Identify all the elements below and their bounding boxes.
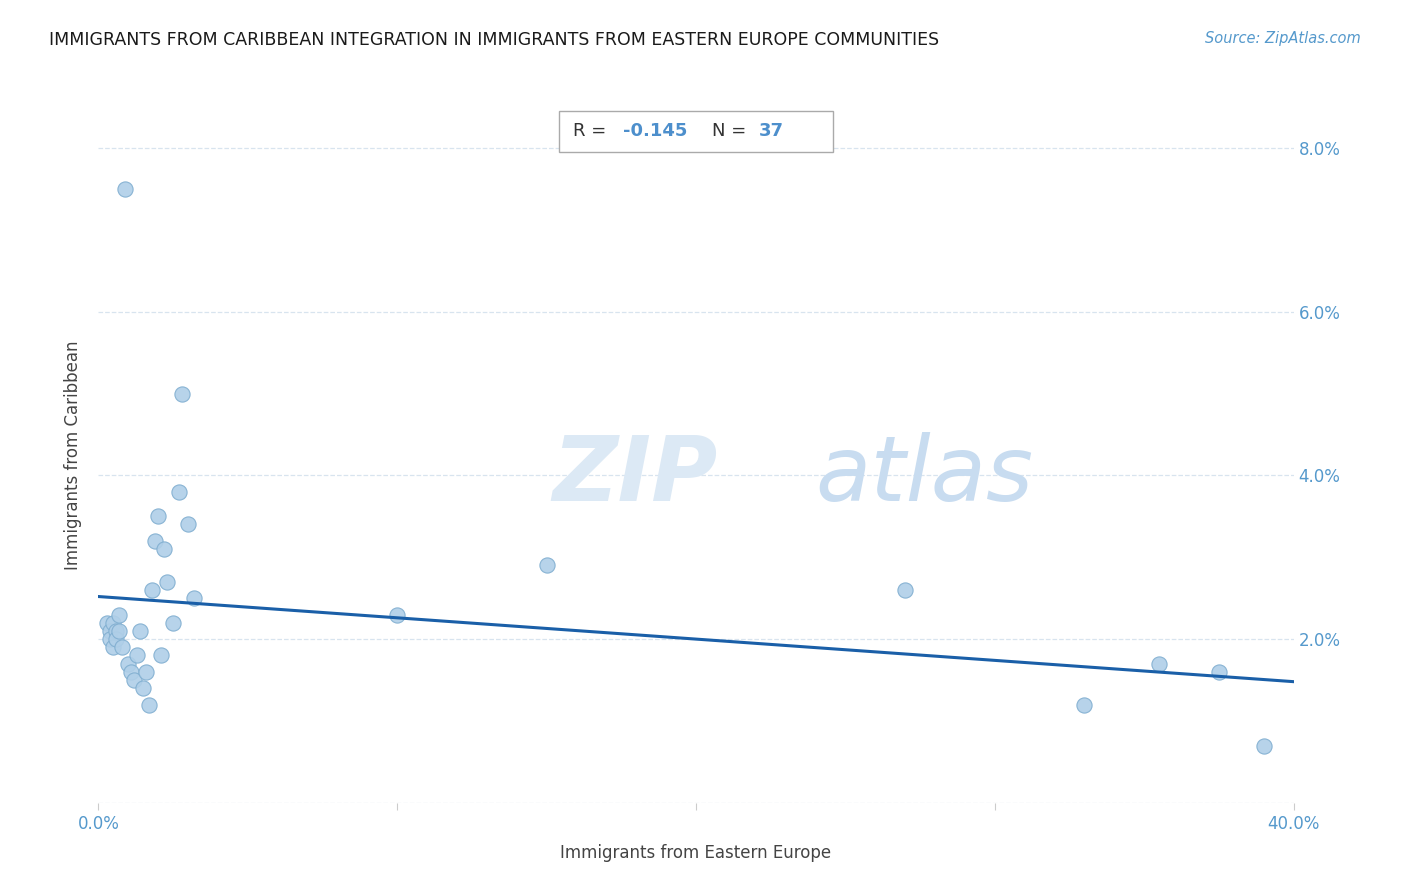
Point (124, 673, 146, 687)
Point (162, 615, 184, 630)
Point (120, 665, 142, 679)
Text: ZIP: ZIP (553, 432, 718, 520)
Point (117, 657, 139, 671)
Text: IMMIGRANTS FROM CARIBBEAN INTEGRATION IN IMMIGRANTS FROM EASTERN EUROPE COMMUNIT: IMMIGRANTS FROM CARIBBEAN INTEGRATION IN… (49, 31, 939, 49)
Point (177, 517, 200, 532)
Text: -0.145: -0.145 (623, 122, 688, 140)
Point (894, 582, 917, 597)
Point (135, 665, 157, 679)
Point (105, 632, 128, 646)
Point (132, 681, 155, 696)
Text: 37: 37 (759, 122, 785, 140)
Point (127, 648, 149, 663)
Point (1253, 739, 1275, 753)
Text: Source: ZipAtlas.com: Source: ZipAtlas.com (1205, 31, 1361, 46)
Point (105, 624, 128, 638)
Text: R =: R = (572, 122, 612, 140)
Point (167, 484, 190, 499)
Point (103, 640, 125, 655)
Text: N =: N = (711, 122, 751, 140)
Point (143, 533, 166, 548)
Point (98, 624, 122, 638)
Point (96, 615, 118, 630)
Point (108, 624, 131, 638)
Text: atlas: atlas (815, 432, 1033, 520)
Point (536, 558, 558, 573)
Point (98, 632, 122, 646)
Point (141, 582, 163, 597)
Point (385, 607, 409, 622)
Point (148, 509, 170, 524)
Point (111, 640, 134, 655)
Point (129, 624, 152, 638)
Point (156, 574, 179, 589)
Point (114, 182, 136, 196)
Point (1147, 657, 1170, 671)
Y-axis label: Immigrants from Caribbean: Immigrants from Caribbean (65, 340, 83, 570)
Point (1208, 665, 1230, 679)
Point (172, 386, 194, 401)
Point (150, 648, 173, 663)
X-axis label: Immigrants from Eastern Europe: Immigrants from Eastern Europe (561, 844, 831, 862)
Point (138, 698, 160, 712)
Point (103, 615, 125, 630)
Point (153, 542, 176, 557)
Point (108, 607, 131, 622)
Point (1073, 698, 1095, 712)
FancyBboxPatch shape (558, 111, 834, 153)
Point (183, 591, 205, 606)
